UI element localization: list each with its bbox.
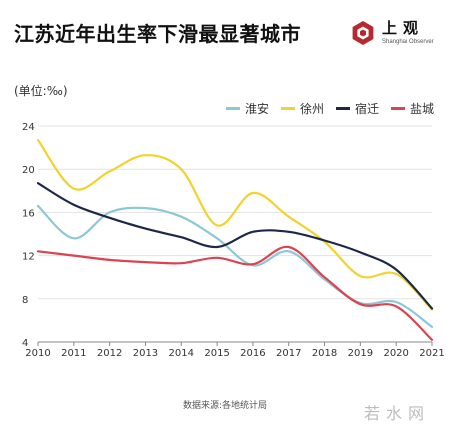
logo-icon — [352, 21, 374, 45]
legend-swatch — [391, 107, 406, 110]
logo-name: 上观 — [382, 19, 425, 37]
x-tick-label: 2019 — [348, 348, 373, 359]
x-tick-label: 2012 — [97, 348, 122, 359]
legend-label: 盐城 — [410, 102, 435, 116]
legend-label: 淮安 — [245, 102, 270, 116]
series-line — [36, 182, 434, 310]
logo-subtitle: Shanghai Observer — [382, 39, 434, 45]
x-tick-label: 2011 — [61, 348, 86, 359]
legend-item: 盐城 — [391, 100, 434, 117]
x-tick-label: 2010 — [25, 348, 50, 359]
legend-swatch — [336, 107, 351, 110]
series-line — [36, 204, 434, 328]
x-tick-label: 2015 — [204, 348, 229, 359]
y-tick-label: 16 — [22, 208, 35, 219]
x-tick-label: 2020 — [383, 348, 408, 359]
data-source-note: 数据来源:各地统计局 — [182, 401, 268, 411]
legend-item: 徐州 — [281, 100, 324, 117]
y-tick-label: 12 — [22, 252, 35, 263]
y-unit-label: (单位:‰) — [14, 84, 68, 98]
x-tick-label: 2016 — [240, 348, 265, 359]
y-tick-label: 8 — [22, 295, 28, 306]
chart-title: 江苏近年出生率下滑最显著城市 — [14, 22, 301, 46]
legend-label: 徐州 — [300, 102, 325, 116]
x-tick-label: 2021 — [419, 348, 444, 359]
legend-item: 宿迁 — [336, 100, 379, 117]
legend-swatch — [281, 107, 296, 110]
x-tick-label: 2018 — [312, 348, 337, 359]
x-tick-label: 2017 — [276, 348, 301, 359]
y-tick-label: 20 — [22, 165, 35, 176]
series-line — [36, 138, 434, 311]
y-tick-label: 24 — [22, 122, 35, 133]
x-tick-label: 2013 — [133, 348, 158, 359]
series-line — [36, 245, 434, 341]
legend-label: 宿迁 — [355, 102, 380, 116]
legend-swatch — [226, 107, 240, 110]
legend-item: 淮安 — [226, 100, 269, 117]
x-tick-label: 2014 — [169, 348, 194, 359]
y-tick-label: 4 — [22, 338, 28, 349]
brand-logo: 上观 Shanghai Observer — [350, 20, 434, 46]
legend: 淮安 徐州 宿迁 盐城 — [226, 100, 434, 117]
watermark: 若水网 — [364, 404, 431, 423]
